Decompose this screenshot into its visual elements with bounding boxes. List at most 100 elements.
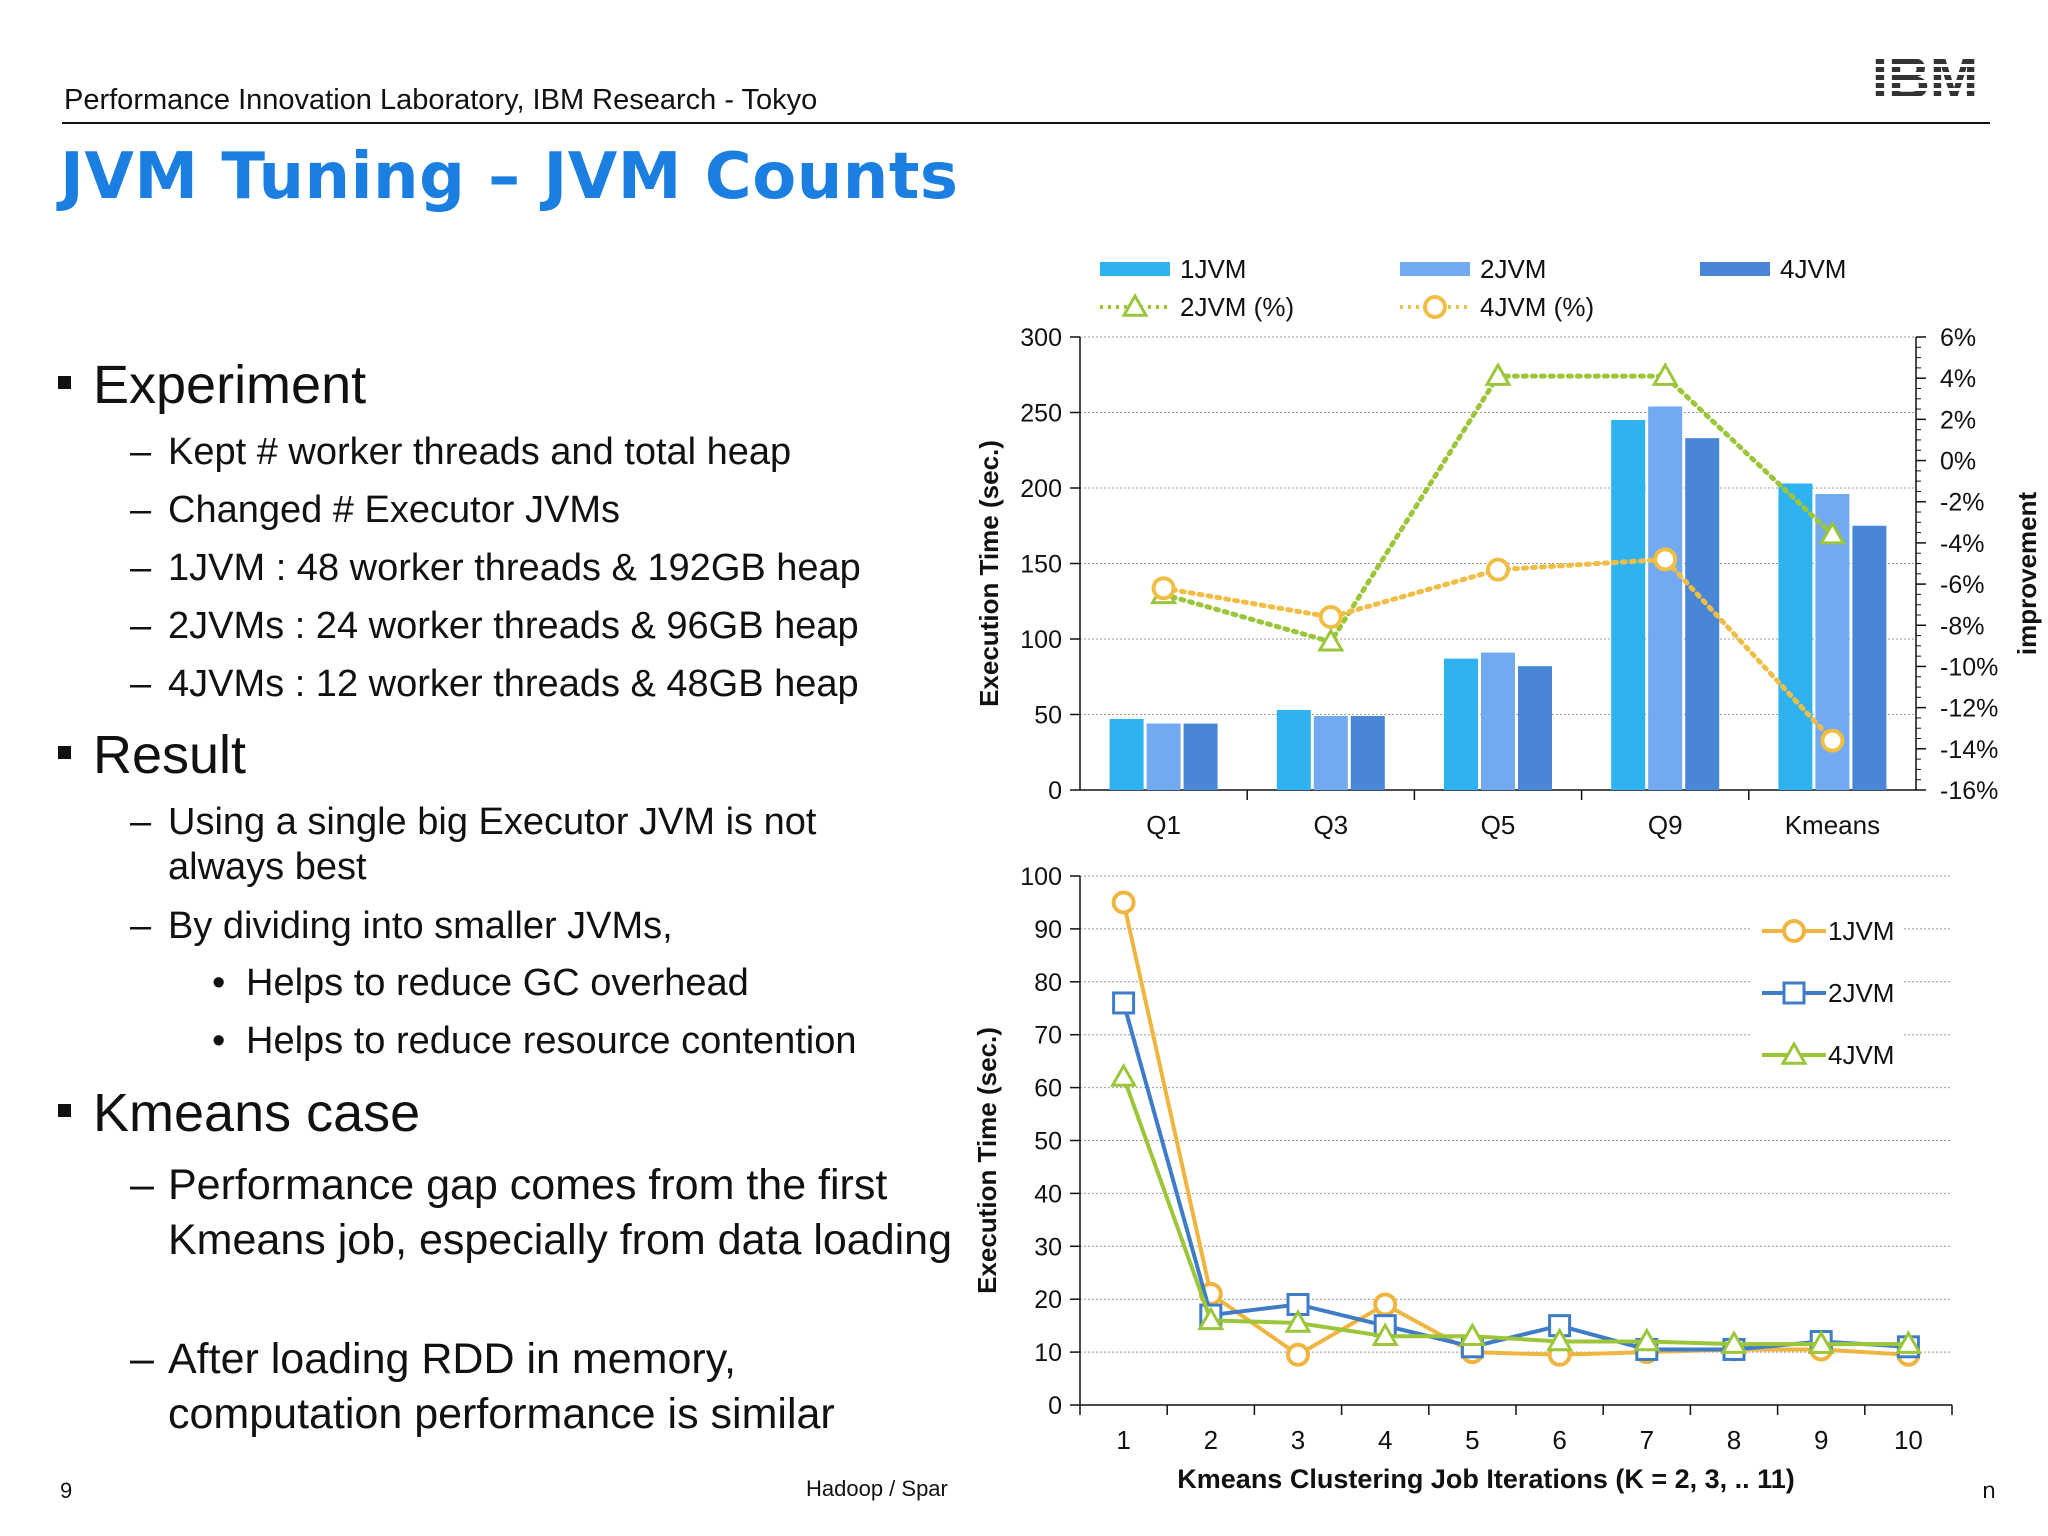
sub-item: – By dividing into smaller JVMs, (130, 905, 673, 947)
y2-tick-label: -6% (1940, 571, 1984, 599)
series-marker (1546, 1327, 1574, 1352)
y-tick-label: 60 (1034, 1075, 1062, 1103)
pct-marker (1484, 362, 1512, 386)
legend-label: 2JVM (1828, 978, 1894, 1008)
pct-marker (1820, 728, 1845, 753)
pct-marker (1818, 520, 1846, 545)
bullet-experiment: Experiment (58, 354, 366, 416)
series-marker (1112, 991, 1136, 1015)
header-rule (62, 122, 1990, 124)
series-marker (1807, 1330, 1835, 1354)
y-tick-label: 100 (1020, 626, 1062, 654)
y-tick-label: 300 (1020, 324, 1062, 352)
header-org: Performance Innovation Laboratory, IBM R… (64, 84, 818, 116)
legend-marker (1782, 919, 1806, 943)
x-tick-label: 7 (1640, 1425, 1654, 1455)
series-marker (1633, 1327, 1661, 1352)
y-tick-label: 100 (1020, 863, 1062, 891)
legend-label: 2JVM (1480, 254, 1546, 284)
footer-fragment: ո (1982, 1478, 1996, 1503)
y2-tick-label: 2% (1940, 406, 1976, 434)
x-tick-label: Q1 (1146, 810, 1181, 840)
bar-1jvm (1611, 420, 1646, 790)
y-tick-label: 10 (1034, 1339, 1062, 1367)
sub-item: –1JVM : 48 worker threads & 192GB heap (130, 547, 861, 589)
series-marker (1197, 1306, 1225, 1331)
y-tick-label: 90 (1034, 916, 1062, 944)
bar-2jvm (1481, 652, 1515, 790)
series-marker (1286, 1342, 1310, 1367)
y-axis-label: Execution Time (sec.) (972, 1027, 1002, 1294)
legend-marker (1121, 292, 1149, 317)
bar-1jvm (1444, 658, 1478, 790)
pct-marker (1653, 547, 1678, 572)
y2-tick-label: -4% (1940, 530, 1984, 558)
sub-item: –2JVMs : 24 worker threads & 96GB heap (130, 605, 859, 647)
y-tick-label: 50 (1034, 702, 1062, 730)
x-tick-label: 6 (1552, 1425, 1566, 1455)
bar-4jvm (1852, 525, 1887, 790)
y-axis-label: Execution Time (sec.) (974, 440, 1004, 707)
series-marker (1894, 1330, 1922, 1354)
legend-swatch (1400, 262, 1470, 276)
x-tick-label: 3 (1291, 1425, 1305, 1455)
slide-title: JVM Tuning – JVM Counts (60, 140, 959, 214)
y-tick-label: 40 (1034, 1180, 1062, 1208)
bullet-result: Result (58, 724, 246, 786)
ibm-logo: IBM (1858, 48, 1992, 106)
y2-tick-label: -14% (1940, 736, 1998, 764)
bullet-kmeans: Kmeans case (58, 1082, 420, 1144)
sub-item: – Changed # Executor JVMs (130, 489, 621, 531)
bar-2jvm (1648, 406, 1683, 790)
y2-tick-label: 4% (1940, 365, 1976, 393)
x-tick-label: 10 (1894, 1425, 1923, 1455)
sub-item: – After loading RDD in memory, computatio… (130, 1335, 835, 1438)
y-tick-label: 0 (1048, 777, 1062, 805)
bullet-square (58, 1104, 71, 1118)
series-marker (1458, 1322, 1486, 1346)
y2-tick-label: 6% (1940, 324, 1976, 352)
pct-line-2jvm (1161, 373, 1835, 645)
sub-item: –4JVMs : 12 worker threads & 48GB heap (130, 663, 859, 705)
sub-sub-item: • Helps to reduce resource contention (212, 1020, 857, 1062)
pct-marker (1318, 605, 1343, 630)
legend-swatch (1700, 262, 1770, 276)
sub-item: – Kept # worker threads and total heap (130, 431, 792, 473)
y2-tick-label: -16% (1940, 777, 1998, 805)
y-tick-label: 70 (1034, 1022, 1062, 1050)
x-tick-label: Q3 (1313, 810, 1348, 840)
legend-label: 1JVM (1180, 254, 1246, 284)
x-tick-label: Kmeans (1785, 810, 1880, 840)
logo-stripe (1858, 56, 1992, 59)
legend-marker (1780, 1040, 1808, 1065)
bullet-square (58, 376, 71, 390)
logo-stripe (1858, 104, 1992, 106)
series-marker (1111, 890, 1136, 915)
pct-marker (1151, 576, 1176, 601)
x-tick-label: 2 (1204, 1425, 1218, 1455)
logo-stripe (1858, 96, 1992, 99)
series-marker (1110, 1062, 1138, 1087)
y2-tick-label: -2% (1940, 489, 1984, 517)
y2-axis-label: improvement (2012, 492, 2042, 656)
series-line-1jvm (1121, 902, 1909, 1358)
bar-4jvm (1518, 666, 1552, 790)
y-tick-label: 20 (1034, 1286, 1062, 1314)
y2-tick-label: 0% (1940, 448, 1976, 476)
bar-4jvm (1183, 723, 1218, 790)
y2-tick-label: -10% (1940, 653, 1998, 681)
x-tick-label: 9 (1814, 1425, 1828, 1455)
legend-marker (1423, 295, 1447, 319)
footer-text: Hadoop / Spar (806, 1476, 948, 1501)
bar-2jvm (1313, 716, 1348, 790)
legend-label: 2JVM (%) (1180, 292, 1294, 322)
x-axis-label: Kmeans Clustering Job Iterations (K = 2,… (1177, 1464, 1794, 1494)
bar-1jvm (1276, 709, 1311, 790)
pct-marker (1486, 557, 1510, 582)
legend-label: 4JVM (1780, 254, 1846, 284)
legend-label: 4JVM (1828, 1040, 1894, 1070)
sub-sub-item: • Helps to reduce GC overhead (212, 962, 749, 1004)
pct-marker (1651, 362, 1679, 386)
series-marker (1284, 1308, 1312, 1333)
